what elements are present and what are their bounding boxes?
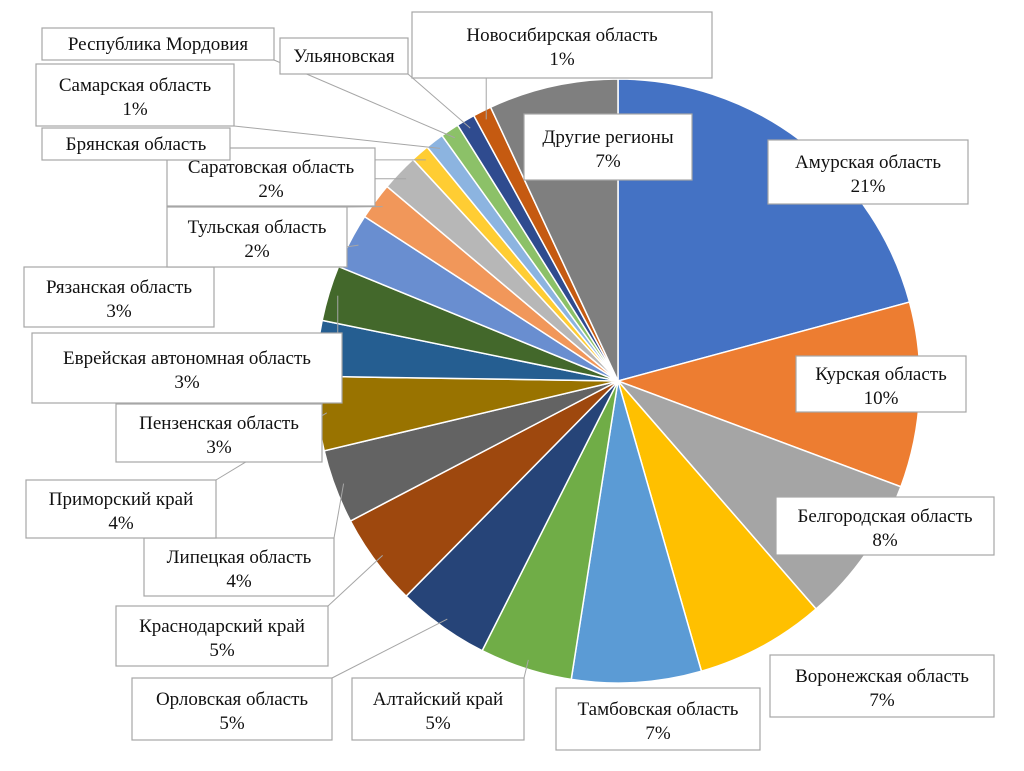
slice-label: Брянская область <box>41 127 231 161</box>
label-box <box>115 403 323 463</box>
slice-name-label: Еврейская автономная область <box>63 348 311 369</box>
label-box <box>41 127 231 161</box>
slice-name-label: Брянская область <box>66 134 207 155</box>
slice-percent-label: 7% <box>595 151 621 172</box>
slice-percent-label: 5% <box>209 640 235 661</box>
label-box <box>351 677 525 741</box>
slice-label: Еврейская автономная область 3% <box>31 332 343 404</box>
slice-label: Амурская область 21% <box>767 139 969 205</box>
slice-name-label: Самарская область <box>59 75 212 96</box>
slice-label: Другие регионы 7% <box>523 113 693 181</box>
slice-name-label: Орловская область <box>156 689 308 710</box>
slice-label: Краснодарский край 5% <box>115 605 329 667</box>
leader-line <box>407 73 471 129</box>
slice-percent-label: 2% <box>244 241 270 262</box>
slice-label: Пензенская область 3% <box>115 403 323 463</box>
slice-percent-label: 21% <box>851 176 886 197</box>
slice-label: Липецкая область 4% <box>143 537 335 597</box>
slice-percent-label: 4% <box>108 513 134 534</box>
slice-name-label: Ульяновская <box>293 46 395 67</box>
slice-name-label: Другие регионы <box>542 127 673 148</box>
slice-label: Ульяновская <box>279 37 409 75</box>
slice-percent-label: 3% <box>106 301 132 322</box>
label-box <box>25 479 217 539</box>
slice-name-label: Курская область <box>815 364 947 385</box>
label-box <box>523 113 693 181</box>
leader-line <box>331 618 448 679</box>
label-box <box>166 206 348 268</box>
label-box <box>279 37 409 75</box>
leader-line <box>333 483 345 539</box>
slice-name-label: Саратовская область <box>188 157 355 178</box>
slice-percent-label: 3% <box>174 372 200 393</box>
slice-percent-label: 2% <box>258 181 284 202</box>
slice-name-label: Краснодарский край <box>139 616 305 637</box>
slice-name-label: Пензенская область <box>139 413 299 434</box>
slice-name-label: Липецкая область <box>167 547 312 568</box>
label-box <box>795 355 967 413</box>
slice-percent-label: 8% <box>872 530 898 551</box>
pie-slice <box>617 380 818 673</box>
leader-line <box>523 659 529 679</box>
slice-name-label: Тульская область <box>188 217 327 238</box>
slice-name-label: Белгородская область <box>797 506 972 527</box>
leader-line <box>327 555 383 607</box>
leader-line <box>233 125 441 149</box>
slice-label: Республика Мордовия <box>41 27 275 61</box>
slice-label: Тамбовская область 7% <box>555 687 761 751</box>
slice-label: Тульская область 2% <box>166 206 348 268</box>
label-box <box>411 11 713 79</box>
label-box <box>775 496 995 556</box>
slice-percent-label: 1% <box>122 99 148 120</box>
label-box <box>41 27 275 61</box>
label-box <box>555 687 761 751</box>
slice-label: Воронежская область 7% <box>769 654 995 718</box>
slice-percent-label: 7% <box>645 723 671 744</box>
slice-name-label: Тамбовская область <box>578 699 739 720</box>
label-box <box>23 266 215 328</box>
label-box <box>31 332 343 404</box>
pie-slice <box>570 380 703 684</box>
label-box <box>115 605 329 667</box>
slice-percent-label: 1% <box>549 49 575 70</box>
slice-name-label: Рязанская область <box>46 277 192 298</box>
slice-name-label: Новосибирская область <box>466 25 658 46</box>
slice-percent-label: 7% <box>869 690 895 711</box>
slice-name-label: Алтайский край <box>373 689 503 710</box>
slice-percent-label: 10% <box>864 388 899 409</box>
label-box <box>767 139 969 205</box>
slice-label: Приморский край 4% <box>25 479 217 539</box>
slice-percent-label: 5% <box>219 713 245 734</box>
label-box <box>131 677 333 741</box>
slice-percent-label: 5% <box>425 713 451 734</box>
label-box <box>143 537 335 597</box>
label-box <box>35 63 235 127</box>
slice-percent-label: 3% <box>206 437 232 458</box>
slice-label: Белгородская область 8% <box>775 496 995 556</box>
label-box <box>769 654 995 718</box>
slice-name-label: Республика Мордовия <box>68 34 249 55</box>
slice-label: Курская область 10% <box>795 355 967 413</box>
slice-label: Самарская область 1% <box>35 63 235 127</box>
slice-name-label: Амурская область <box>795 152 941 173</box>
slice-label: Алтайский край 5% <box>351 677 525 741</box>
labels-layer: Амурская область 21% Курская область 10% Бел… <box>23 11 995 751</box>
slice-label: Новосибирская область 1% <box>411 11 713 79</box>
slice-label: Орловская область 5% <box>131 677 333 741</box>
slice-label: Рязанская область 3% <box>23 266 215 328</box>
slice-percent-label: 4% <box>226 571 252 592</box>
slice-name-label: Воронежская область <box>795 666 969 687</box>
slice-name-label: Приморский край <box>49 489 194 510</box>
